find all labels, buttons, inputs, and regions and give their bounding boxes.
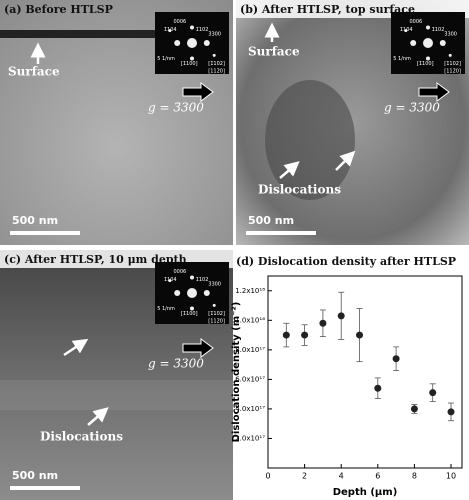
data-point [392, 355, 400, 363]
scale-bar-label: 500 nm [12, 469, 58, 482]
inset-label: [1̄102] [208, 61, 225, 67]
g-arrow [182, 82, 214, 102]
data-point [410, 405, 418, 413]
inset-label: [1̄100] [181, 61, 198, 67]
g-arrow [182, 338, 214, 358]
annotation: Dislocations [40, 430, 123, 444]
diffraction-spot [168, 279, 172, 283]
scale-bar-label: 500 nm [248, 214, 294, 227]
panel-label: (b) After HTLSP, top surface [240, 3, 415, 16]
inset-label: 1̄102 [196, 27, 209, 33]
data-point [356, 331, 364, 339]
x-tick-label: 10 [446, 472, 456, 481]
inset-label: 5 1/nm [157, 306, 175, 312]
plot-frame [267, 275, 463, 469]
g-arrow [418, 82, 450, 102]
x-tick-label: 2 [302, 472, 307, 481]
data-point [447, 408, 455, 416]
data-point [319, 319, 327, 327]
inset-label: 1̄104 [164, 277, 177, 283]
annotation: Surface [8, 65, 60, 79]
diffraction-spot [203, 290, 210, 296]
inset-label: 0006 [174, 19, 187, 25]
diffraction-spot [190, 275, 194, 280]
chart-title: (d) Dislocation density after HTLSP [236, 255, 456, 268]
y-tick-label: 6.0x10¹⁷ [235, 375, 265, 383]
g-vector: g = 3̄300 [148, 101, 204, 115]
inset-label: 1̄102 [432, 27, 445, 33]
diffraction-spot [439, 40, 446, 46]
y-tick-label: 4.0x10¹⁷ [235, 405, 265, 413]
inset-label: [1̄102] [208, 311, 225, 317]
diffraction-spot [174, 40, 181, 46]
y-tick-label: 1.2x10¹⁸ [235, 287, 265, 295]
inset-label: 3̄300 [208, 281, 221, 287]
scale-bar [246, 231, 316, 235]
x-axis-label: Depth (μm) [333, 487, 398, 498]
inset-label: 1̄102 [196, 277, 209, 283]
diffraction-spot [426, 56, 430, 61]
diffraction-spot [187, 288, 197, 298]
x-tick-label: 8 [412, 472, 417, 481]
arrow [279, 161, 300, 179]
diffraction-spot [190, 306, 194, 311]
diffraction-spot [423, 38, 433, 48]
inset-label: 5 1/nm [393, 56, 411, 62]
diffraction-spot [187, 38, 197, 48]
diffraction-spot [190, 25, 194, 30]
inset-label: [112̄0] [208, 319, 225, 325]
panel-label: (a) Before HTLSP [4, 3, 113, 16]
x-tick-label: 4 [339, 472, 344, 481]
diffraction-spot [212, 303, 216, 307]
inset-label: 3̄300 [444, 31, 457, 37]
inset-label: 1̄104 [400, 27, 413, 33]
panel-label: (c) After HTLSP, 10 μm depth [4, 253, 187, 266]
data-point [282, 331, 290, 339]
inset-label: 3̄300 [208, 31, 221, 37]
diffraction-spot [212, 53, 216, 57]
diffraction-spot [190, 56, 194, 61]
diffraction-spot [174, 290, 181, 296]
inset-label: 1̄104 [164, 27, 177, 33]
diffraction-spot [404, 29, 408, 33]
inset-label: [1̄100] [417, 61, 434, 67]
y-tick-label: 2.0x10¹⁷ [235, 434, 265, 442]
diffraction-spot [410, 40, 417, 46]
arrow [63, 338, 89, 357]
inset-label: [1̄102] [444, 61, 461, 67]
g-vector: g = 3̄300 [384, 101, 440, 115]
x-tick-label: 6 [375, 472, 380, 481]
data-point [337, 312, 345, 320]
inset-label: 0006 [174, 269, 187, 275]
inset-label: 0006 [410, 19, 423, 25]
diffraction-spot [168, 29, 172, 33]
data-point [429, 389, 437, 397]
y-tick-label: 1.0x10¹⁸ [235, 316, 265, 324]
surface-layer [0, 30, 160, 38]
inset-label: [112̄0] [208, 69, 225, 75]
y-axis-label: Dislocation density (m⁻²) [231, 302, 242, 443]
arrow [87, 407, 109, 426]
data-point [301, 331, 309, 339]
x-tick-label: 0 [265, 472, 270, 481]
inset-label: [112̄0] [444, 69, 461, 75]
arrow [335, 150, 356, 171]
band [0, 380, 233, 410]
scale-bar-label: 500 nm [12, 214, 58, 227]
scale-bar [10, 231, 80, 235]
annotation: Dislocations [258, 183, 341, 197]
y-tick-label: 8.0x10¹⁷ [235, 346, 265, 354]
scale-bar [10, 486, 80, 490]
g-vector: g = 3̄300 [148, 357, 204, 371]
data-point [374, 384, 382, 392]
diffraction-spot [448, 53, 452, 57]
inset-label: [1̄100] [181, 311, 198, 317]
diffraction-spot [426, 25, 430, 30]
inset-label: 5 1/nm [157, 56, 175, 62]
annotation: Surface [248, 45, 300, 59]
diffraction-spot [203, 40, 210, 46]
